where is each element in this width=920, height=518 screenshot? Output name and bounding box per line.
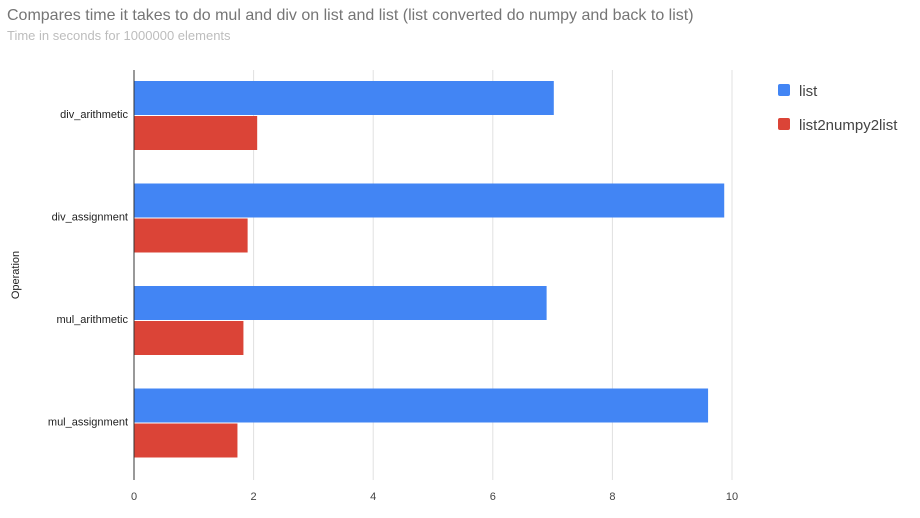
x-tick-label: 8 xyxy=(609,491,615,503)
x-tick-label: 4 xyxy=(370,491,376,503)
bar-list-mul_assignment xyxy=(134,388,709,423)
legend-swatch-list2numpy2list xyxy=(778,118,790,130)
x-axis-ticks: 0 2 4 6 8 10 xyxy=(131,491,738,503)
category-labels: div_arithmetic div_assignment mul_arithmet… xyxy=(48,109,129,429)
legend: list list2numpy2list xyxy=(778,83,898,134)
chart-subtitle: Time in seconds for 1000000 elements xyxy=(7,28,231,43)
category-label: div_arithmetic xyxy=(60,109,128,121)
bar-list2numpy2list-mul_arithmetic xyxy=(134,321,244,355)
x-tick-label: 0 xyxy=(131,491,137,503)
category-label: mul_arithmetic xyxy=(56,314,128,326)
legend-label: list2numpy2list xyxy=(799,117,898,134)
category-label: div_assignment xyxy=(52,212,128,224)
bar-list-div_assignment xyxy=(134,183,725,218)
category-label: mul_assignment xyxy=(48,417,128,429)
bar-list2numpy2list-div_assignment xyxy=(134,218,248,253)
bar-list2numpy2list-mul_assignment xyxy=(134,423,238,458)
bar-list-mul_arithmetic xyxy=(134,286,547,320)
legend-swatch-list xyxy=(778,84,790,96)
x-tick-label: 2 xyxy=(251,491,257,503)
bar-list2numpy2list-div_arithmetic xyxy=(134,116,258,150)
legend-label: list xyxy=(799,83,818,100)
y-axis-label: Operation xyxy=(10,251,22,299)
bars xyxy=(134,81,725,458)
chart-title: Compares time it takes to do mul and div… xyxy=(7,7,694,24)
bar-list-div_arithmetic xyxy=(134,81,554,115)
x-tick-label: 6 xyxy=(490,491,496,503)
x-tick-label: 10 xyxy=(726,491,738,503)
